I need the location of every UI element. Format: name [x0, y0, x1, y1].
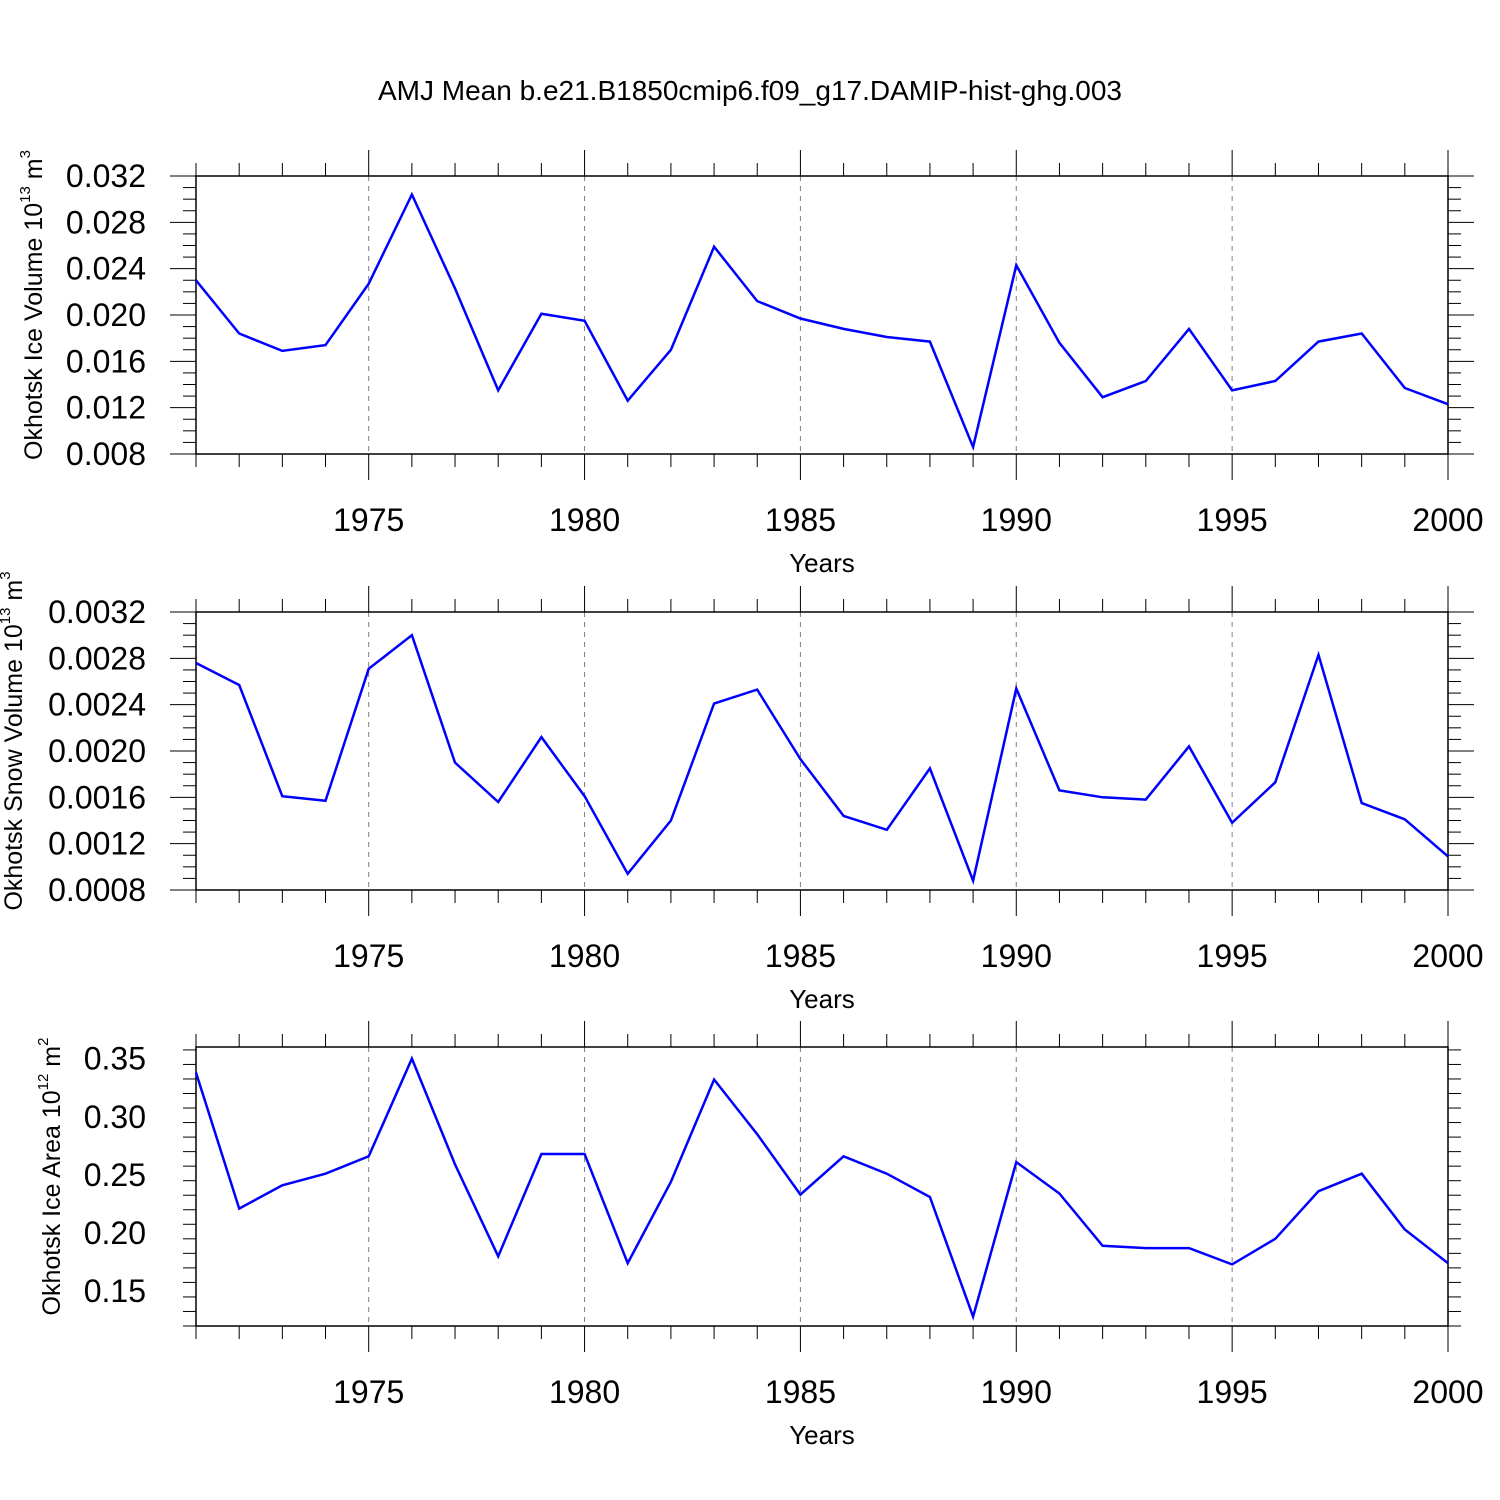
y-tick-label: 0.30 [84, 1099, 146, 1135]
y-tick-label: 0.0024 [48, 687, 146, 723]
x-tick-label: 1980 [549, 1374, 620, 1410]
x-tick-label: 2000 [1412, 938, 1483, 974]
panel-2: 1975 1980 1985 1990 1995 2000 0.0008 0.0012 0.00… [0, 571, 1484, 1014]
panels: 1975 1980 1985 1990 1995 2000 0.008 0.012 0.016 0… [0, 150, 1484, 1450]
y-tick-label: 0.0028 [48, 640, 146, 676]
y-axis-label-exponent: 13 [0, 608, 14, 625]
y-axis-label: Okhotsk Ice Area 1012 m2 [35, 1038, 66, 1316]
y-tick-label: 0.028 [66, 204, 146, 240]
y-axis-label: Okhotsk Snow Volume 1013 m3 [0, 571, 28, 910]
plot-frame [195, 1046, 1449, 1327]
y-axis-label-unit: m [20, 158, 48, 186]
x-tick-label: 2000 [1412, 502, 1483, 538]
panel-3: 1975 1980 1985 1990 1995 2000 0.15 0.20 0.25 0.30… [35, 1021, 1484, 1450]
y-tick-label: 0.008 [66, 436, 146, 472]
y-axis-label-text: Okhotsk Ice Volume 10 [20, 203, 48, 460]
x-tick-label: 1995 [1197, 502, 1268, 538]
plot-frame [195, 175, 1449, 455]
y-tick-label: 0.15 [84, 1273, 146, 1309]
y-tick-label: 0.35 [84, 1041, 146, 1077]
x-axis-label: Years [789, 1420, 855, 1450]
data-line [195, 633, 1449, 885]
x-tick-label: 1985 [765, 1374, 836, 1410]
x-tick-label: 1975 [333, 1374, 404, 1410]
y-tick-label: 0.020 [66, 297, 146, 333]
x-tick-label: 1975 [333, 502, 404, 538]
y-tick-label: 0.016 [66, 343, 146, 379]
x-tick-label: 1980 [549, 938, 620, 974]
x-tick-label: 1990 [981, 1374, 1052, 1410]
x-axis-label: Years [789, 984, 855, 1014]
y-axis-label-unit: m [38, 1046, 66, 1074]
x-tick-label: 1995 [1197, 938, 1268, 974]
y-tick-label: 0.0020 [48, 733, 146, 769]
y-axis-label-exponent: 13 [17, 186, 34, 203]
y-tick-label: 0.25 [84, 1157, 146, 1193]
y-tick-label: 0.0016 [48, 779, 146, 815]
data-line [195, 191, 1449, 452]
y-tick-label: 0.012 [66, 390, 146, 426]
x-tick-label: 1975 [333, 938, 404, 974]
y-axis-label-exponent: 12 [35, 1074, 52, 1091]
y-tick-label: 0.0012 [48, 826, 146, 862]
plot-frame [195, 611, 1449, 891]
x-tick-label: 1980 [549, 502, 620, 538]
y-axis-label-unit: m [0, 580, 28, 608]
y-axis-label-unit-exponent: 3 [0, 571, 14, 579]
x-axis-label: Years [789, 548, 855, 578]
y-tick-label: 0.024 [66, 251, 146, 287]
y-tick-label: 0.20 [84, 1215, 146, 1251]
y-tick-label: 0.0032 [48, 594, 146, 630]
y-axis-label: Okhotsk Ice Volume 1013 m3 [17, 150, 48, 460]
x-tick-label: 1985 [765, 502, 836, 538]
x-tick-label: 1995 [1197, 1374, 1268, 1410]
x-tick-label: 1990 [981, 502, 1052, 538]
x-tick-label: 2000 [1412, 1374, 1483, 1410]
data-line [194, 1055, 1449, 1321]
panel-1: 1975 1980 1985 1990 1995 2000 0.008 0.012 0.016 0… [17, 150, 1484, 578]
y-tick-label: 0.0008 [48, 872, 146, 908]
y-tick-label: 0.032 [66, 158, 146, 194]
y-axis-label-unit-exponent: 3 [17, 150, 34, 158]
chart-title: AMJ Mean b.e21.B1850cmip6.f09_g17.DAMIP-… [378, 75, 1122, 106]
x-tick-label: 1985 [765, 938, 836, 974]
y-axis-label-text: Okhotsk Snow Volume 10 [0, 624, 28, 910]
y-axis-label-text: Okhotsk Ice Area 10 [38, 1090, 66, 1315]
y-axis-label-unit-exponent: 2 [35, 1038, 52, 1046]
x-tick-label: 1990 [981, 938, 1052, 974]
